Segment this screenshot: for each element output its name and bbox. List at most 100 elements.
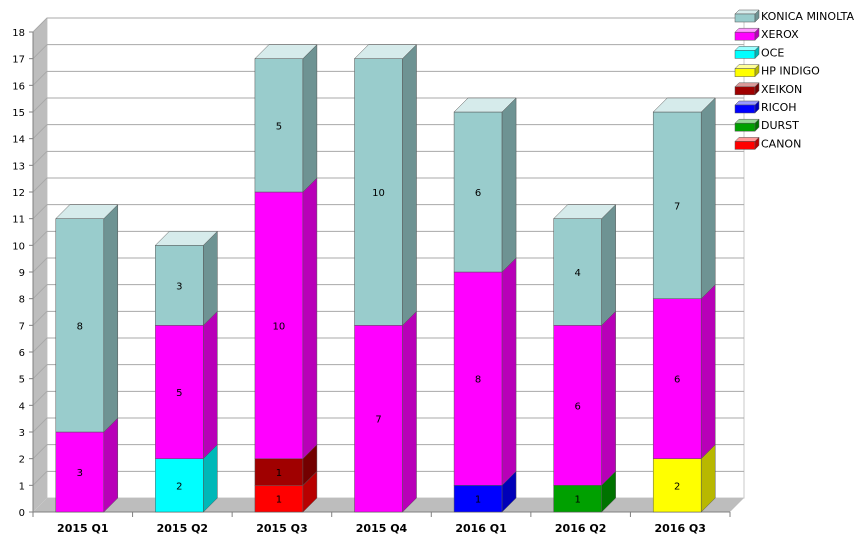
gridline-side bbox=[32, 150, 48, 166]
y-tick-label: 0 bbox=[19, 508, 25, 519]
bar-segment-konica-minolta: 3 bbox=[154, 230, 218, 326]
x-tick-label: 2016 Q2 bbox=[555, 522, 606, 535]
bar-segment-xerox: 6 bbox=[553, 310, 616, 486]
data-label: 5 bbox=[276, 121, 282, 132]
gridline-side bbox=[32, 124, 48, 140]
y-tick-label: 7 bbox=[19, 321, 25, 332]
y-tick-label: 10 bbox=[12, 241, 25, 252]
legend-item-konica-minolta: KONICA MINOLTA bbox=[734, 9, 855, 23]
gridline-side bbox=[32, 390, 48, 406]
bar-segment-canon: 1 bbox=[254, 470, 318, 513]
bar-segment-xerox: 7 bbox=[354, 310, 417, 513]
data-label: 7 bbox=[375, 415, 381, 426]
y-tick-label: 11 bbox=[12, 215, 25, 226]
y-tick-label: 13 bbox=[12, 161, 25, 172]
bar-segment-xerox: 3 bbox=[55, 417, 119, 513]
data-label: 3 bbox=[176, 281, 182, 292]
data-label: 2 bbox=[176, 481, 182, 492]
legend-label: XEIKON bbox=[761, 83, 802, 96]
bar-segment-xerox: 8 bbox=[453, 257, 517, 486]
data-label: 1 bbox=[574, 495, 580, 506]
gridline-side bbox=[32, 44, 48, 60]
bar-segment-xerox: 6 bbox=[652, 284, 716, 460]
x-axis: 2015 Q1 2015 Q2 2015 Q3 2015 Q4 2016 Q1 2016 … bbox=[32, 511, 731, 535]
bar-segment-konica-minolta: 6 bbox=[453, 97, 517, 273]
y-tick-label: 4 bbox=[19, 401, 25, 412]
bar-segment-konica-minolta: 7 bbox=[652, 97, 716, 300]
bar-segment-ricoh: 1 bbox=[453, 470, 517, 513]
gridline-side bbox=[32, 230, 48, 246]
legend-item-xerox: XEROX bbox=[734, 27, 799, 41]
data-label: 6 bbox=[574, 401, 580, 412]
legend-label: HP INDIGO bbox=[761, 65, 820, 78]
y-tick-label: 17 bbox=[12, 55, 25, 66]
legend-item-ricoh: RICOH bbox=[734, 100, 797, 114]
legend-label: XEROX bbox=[761, 28, 799, 41]
gridline-side bbox=[32, 17, 48, 33]
gridline-side bbox=[32, 204, 48, 220]
bar-segment-konica-minolta: 5 bbox=[254, 44, 318, 193]
gridline-side bbox=[32, 257, 48, 273]
gridline-side bbox=[32, 364, 48, 380]
data-label: 8 bbox=[475, 375, 481, 386]
y-tick-label: 18 bbox=[12, 28, 25, 39]
bar-segment-hp-indigo: 2 bbox=[652, 444, 716, 513]
y-tick-label: 9 bbox=[19, 268, 25, 279]
data-label: 1 bbox=[475, 495, 481, 506]
data-label: 3 bbox=[77, 468, 83, 479]
data-label: 10 bbox=[273, 321, 286, 332]
data-label: 7 bbox=[674, 201, 680, 212]
x-tick-label: 2015 Q4 bbox=[356, 522, 408, 535]
y-tick-label: 14 bbox=[12, 135, 25, 146]
data-label: 8 bbox=[77, 321, 83, 332]
y-tick-label: 1 bbox=[19, 481, 25, 492]
legend-item-oce: OCE bbox=[734, 45, 784, 59]
y-tick-label: 12 bbox=[12, 188, 25, 199]
legend-label: OCE bbox=[761, 46, 784, 59]
legend-item-canon: CANON bbox=[734, 136, 801, 150]
y-tick-label: 16 bbox=[12, 81, 25, 92]
data-label: 1 bbox=[276, 468, 282, 479]
gridline-side bbox=[32, 310, 48, 326]
legend-item-xeikon: XEIKON bbox=[734, 82, 802, 96]
legend-label: CANON bbox=[761, 137, 801, 150]
gridline-side bbox=[32, 284, 48, 300]
y-tick-label: 5 bbox=[19, 375, 25, 386]
data-label: 10 bbox=[372, 188, 385, 199]
legend: KONICA MINOLTA XEROX OCE HP INDIGO XEIKON RIC… bbox=[734, 9, 855, 150]
data-label: 4 bbox=[574, 268, 580, 279]
gridline-side bbox=[32, 337, 48, 353]
legend-label: KONICA MINOLTA bbox=[761, 10, 855, 23]
bar-segment-xerox: 5 bbox=[155, 310, 218, 460]
bar-segment-konica-minolta: 4 bbox=[553, 204, 617, 326]
data-label: 2 bbox=[674, 481, 680, 492]
data-label: 6 bbox=[475, 188, 481, 199]
y-tick-label: 6 bbox=[19, 348, 25, 359]
y-tick-label: 3 bbox=[19, 428, 25, 439]
bar-segment-konica-minolta: 8 bbox=[55, 204, 119, 433]
x-tick-label: 2015 Q1 bbox=[57, 522, 108, 535]
y-tick-label: 8 bbox=[19, 295, 25, 306]
bars: 3 8 2 5 3 1 1 10 5 7 10 1 8 6 1 6 4 2 6 7 bbox=[55, 44, 716, 513]
gridline-side bbox=[32, 70, 48, 86]
y-tick-label: 15 bbox=[12, 108, 25, 119]
gridline-side bbox=[32, 177, 48, 193]
legend-item-durst: DURST bbox=[734, 118, 799, 132]
data-label: 1 bbox=[276, 495, 282, 506]
x-tick-label: 2015 Q3 bbox=[256, 522, 307, 535]
x-tick-label: 2016 Q3 bbox=[654, 522, 705, 535]
legend-item-hp-indigo: HP INDIGO bbox=[734, 63, 820, 78]
gridline-side bbox=[32, 97, 48, 113]
legend-label: DURST bbox=[761, 119, 799, 132]
gridline-side bbox=[32, 444, 48, 460]
x-tick-label: 2015 Q2 bbox=[157, 522, 208, 535]
gridline-side bbox=[32, 470, 48, 486]
data-label: 5 bbox=[176, 388, 182, 399]
bar-segment-xerox: 10 bbox=[254, 177, 318, 460]
data-label: 6 bbox=[674, 375, 680, 386]
gridline-side bbox=[32, 417, 48, 433]
legend-label: RICOH bbox=[761, 101, 797, 114]
bar-segment-durst: 1 bbox=[553, 470, 616, 513]
